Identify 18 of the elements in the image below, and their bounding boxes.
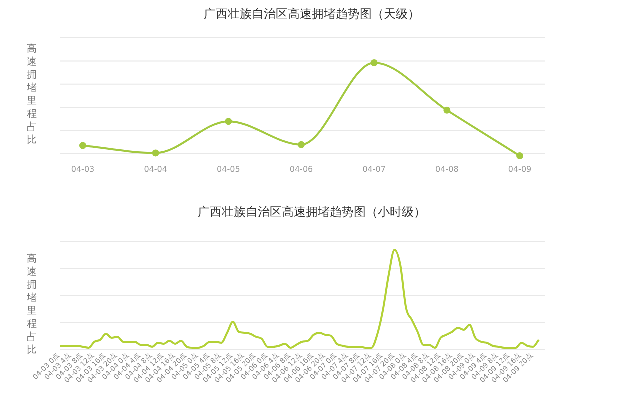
x-tick-label: 04-05 bbox=[217, 165, 240, 174]
x-tick-label: 04-06 bbox=[290, 165, 314, 174]
x-tick-label: 04-09 bbox=[508, 165, 532, 174]
chart-title: 广西壮族自治区高速拥堵趋势图（小时级） bbox=[198, 205, 426, 219]
y-axis-title: 高速拥堵里程占比 bbox=[26, 253, 37, 356]
x-tick-label: 04-07 bbox=[362, 165, 386, 174]
point bbox=[225, 118, 232, 126]
point bbox=[80, 142, 86, 150]
x-tick-label: 04-08 bbox=[436, 165, 459, 174]
point bbox=[516, 152, 524, 160]
chart-title: 广西壮族自治区高速拥堵趋势图（天级） bbox=[204, 7, 420, 21]
point bbox=[298, 141, 305, 148]
point bbox=[444, 106, 451, 114]
x-tick-label: 04-03 bbox=[71, 165, 95, 174]
point bbox=[152, 150, 160, 157]
x-tick-label: 04-04 bbox=[144, 165, 168, 174]
point bbox=[370, 60, 378, 66]
y-axis-title: 高速拥堵里程占比 bbox=[26, 43, 37, 146]
